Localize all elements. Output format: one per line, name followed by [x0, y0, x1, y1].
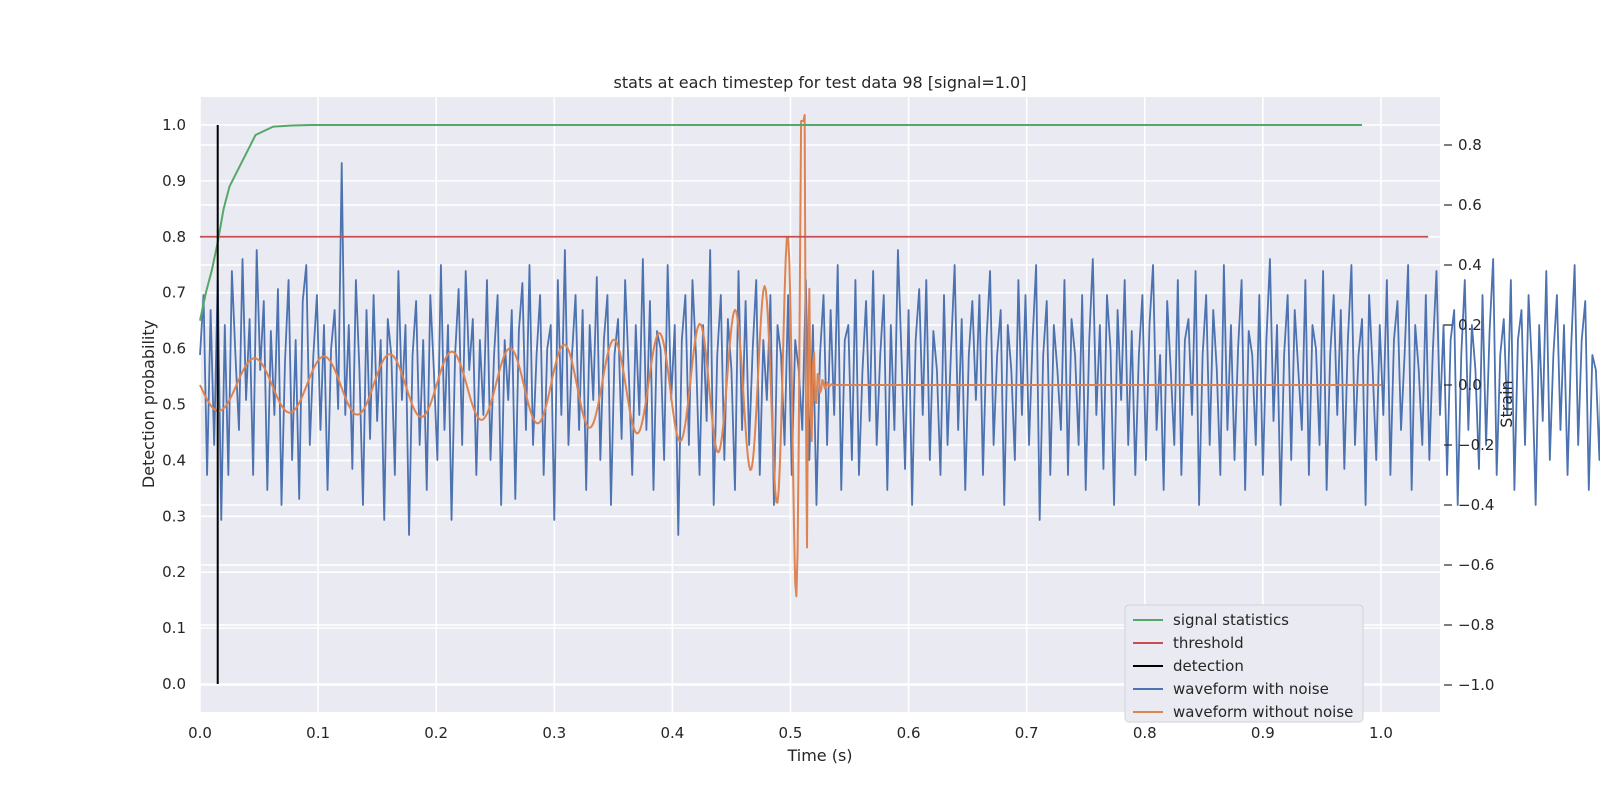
signal-statistics-line — [199, 123, 1363, 321]
legend-entry-label: signal statistics — [1173, 611, 1289, 629]
y2-tick-label: −0.2 — [1458, 436, 1494, 454]
x-tick-label: 0.3 — [542, 724, 566, 742]
y2-tick-label: −0.4 — [1458, 496, 1494, 514]
waveform-with-noise-line — [199, 162, 1600, 536]
waveform-without-noise-line — [199, 114, 1381, 598]
y2-tick-label: 0.2 — [1458, 316, 1482, 334]
y-tick-label: 0.0 — [162, 675, 186, 693]
waveform-without-noise-series — [199, 114, 1381, 598]
legend-entry-label: waveform with noise — [1173, 680, 1329, 698]
y-tick-label: 1.0 — [162, 116, 186, 134]
signal-statistics-series — [199, 123, 1363, 321]
y-tick-label: 0.7 — [162, 284, 186, 302]
y2-axis-label: Strain — [1497, 380, 1516, 427]
y-tick-label: 0.8 — [162, 228, 186, 246]
x-tick-label: 0.4 — [660, 724, 684, 742]
legend-entry-label: detection — [1173, 657, 1244, 675]
x-tick-label: 0.6 — [897, 724, 921, 742]
x-tick-label: 0.1 — [306, 724, 330, 742]
legend-entry-label: threshold — [1173, 634, 1244, 652]
x-tick-label: 0.5 — [779, 724, 803, 742]
y2-tick-label: −0.8 — [1458, 616, 1494, 634]
y-axis-ticks: 0.0 0.1 0.2 0.3 0.4 0.5 0.6 0.7 0.8 0.9 1.0 — [162, 116, 186, 693]
x-tick-label: 0.2 — [424, 724, 448, 742]
y-tick-label: 0.4 — [162, 451, 186, 469]
x-tick-label: 0.0 — [188, 724, 212, 742]
x-tick-label: 1.0 — [1369, 724, 1393, 742]
x-axis-label: Time (s) — [786, 746, 852, 765]
legend-box — [1124, 604, 1364, 723]
waveform-with-noise-series — [199, 162, 1600, 536]
y-tick-label: 0.5 — [162, 396, 186, 414]
y-tick-label: 0.1 — [162, 619, 186, 637]
y2-tick-label: 0.0 — [1458, 376, 1482, 394]
x-tick-label: 0.7 — [1015, 724, 1039, 742]
y-axis-label: Detection probability — [139, 320, 158, 488]
chart-title: stats at each timestep for test data 98 … — [614, 73, 1027, 92]
x-tick-label: 0.9 — [1251, 724, 1275, 742]
y2-tick-label: −1.0 — [1458, 676, 1494, 694]
y2-tick-label: 0.4 — [1458, 256, 1482, 274]
x-axis-ticks: 0.0 0.1 0.2 0.3 0.4 0.5 0.6 0.7 0.8 0.9 1.0 — [188, 724, 1393, 742]
y-tick-label: 0.3 — [162, 507, 186, 525]
legend: signal statistics threshold detection wavef… — [1124, 604, 1364, 723]
y2-axis-ticks: −1.0 −0.8 −0.6 −0.4 −0.2 0.0 0.2 0.4 0.6 0.8 — [1444, 136, 1494, 694]
y-tick-label: 0.6 — [162, 340, 186, 358]
legend-entry-label: waveform without noise — [1173, 703, 1353, 721]
y-tick-label: 0.9 — [162, 172, 186, 190]
x-tick-label: 0.8 — [1133, 724, 1157, 742]
y-tick-label: 0.2 — [162, 563, 186, 581]
y2-tick-label: −0.6 — [1458, 556, 1494, 574]
y2-tick-label: 0.8 — [1458, 136, 1482, 154]
y2-tick-label: 0.6 — [1458, 196, 1482, 214]
